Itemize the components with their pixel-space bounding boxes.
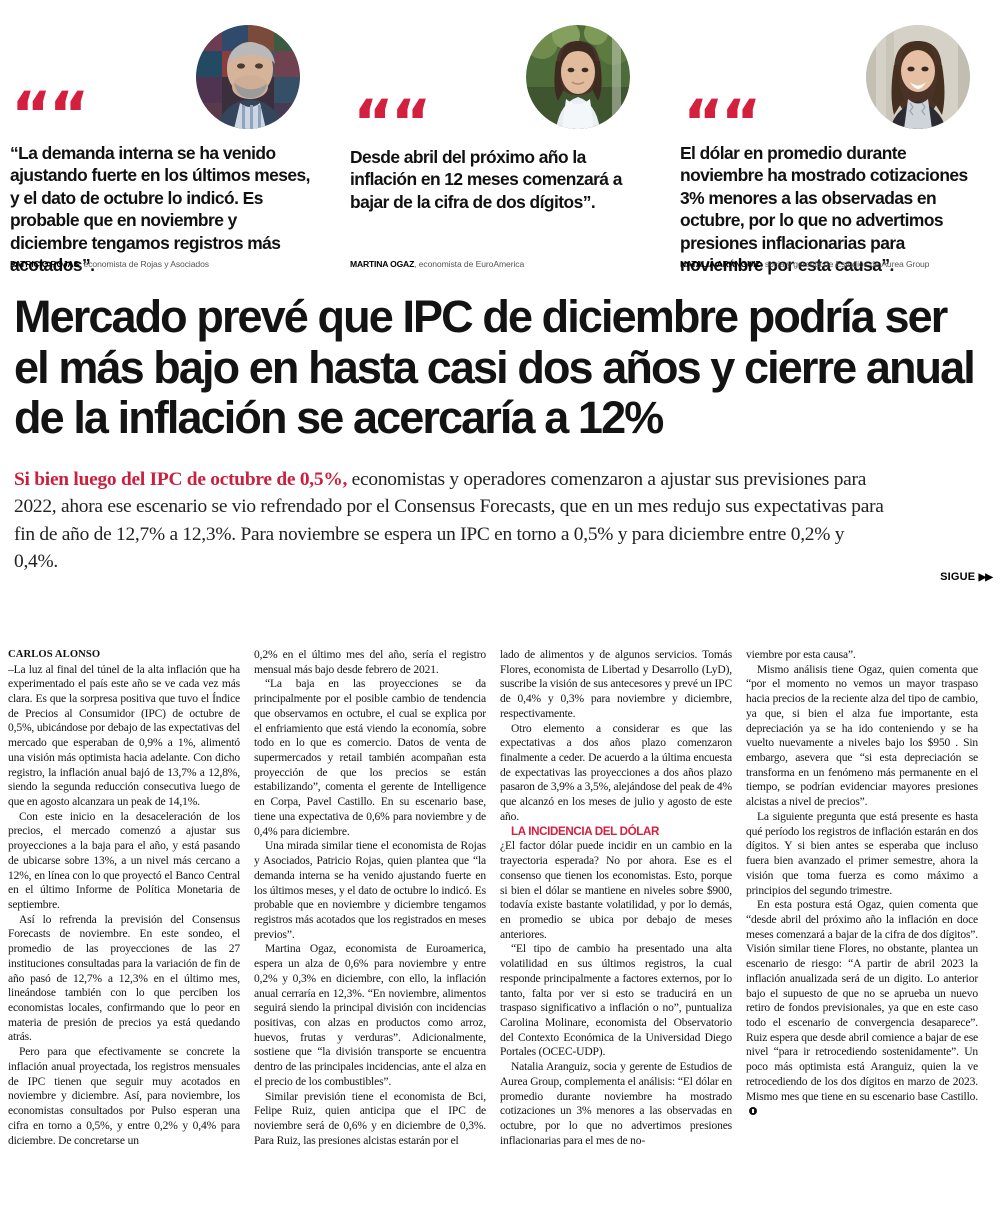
byline: CARLOS ALONSO — [8, 649, 101, 660]
continues-marker: SIGUE ▶▶ — [940, 571, 993, 584]
quote-attribution: PATRICIO ROJAS, economista de Rojas y As… — [10, 259, 209, 269]
quote-open-icon: ““ — [683, 86, 761, 159]
quote-attribution: NATALIA ARÁNGUIZ, socia y gerenta de Est… — [680, 259, 929, 269]
attribution-role: , economista de EuroAmerica — [414, 259, 525, 269]
end-mark-icon — [749, 1107, 757, 1116]
paragraph: Mismo análisis tiene Ogaz, quien comenta… — [746, 663, 978, 809]
paragraph: Otro elemento a considerar es que las ex… — [500, 722, 732, 823]
quote-text: “La demanda interna se ha venido ajustan… — [10, 143, 311, 276]
paragraph: “La baja en las proyecciones se da princ… — [254, 678, 486, 838]
paragraph: viembre por esta causa”. — [746, 649, 856, 661]
quote-open-icon: ““ — [11, 78, 89, 151]
portrait-patricio-rojas — [196, 25, 300, 129]
paragraph: Natalia Aranguiz, socia y gerente de Est… — [500, 1061, 732, 1147]
lead-paragraph: Si bien luego del IPC de octubre de 0,5%… — [14, 466, 884, 575]
attribution-name: NATALIA ARÁNGUIZ — [680, 259, 761, 269]
quote-block-patricio-rojas: ““ “La demanda interna se ha venido ajus… — [0, 0, 340, 292]
paragraph: ¿El factor dólar puede incidir en un cam… — [500, 840, 732, 941]
portrait-martina-ogaz — [526, 25, 630, 129]
paragraph: “El tipo de cambio ha presentado una alt… — [500, 943, 732, 1059]
paragraph: Martina Ogaz, economista de Euroamerica,… — [254, 943, 486, 1088]
paragraph: lado de alimentos y de algunos servicios… — [500, 649, 732, 720]
double-arrow-right-icon: ▶▶ — [978, 572, 993, 584]
paragraph: Con este inicio en la desaceleración de … — [8, 810, 240, 912]
paragraph-final: En esta postura está Ogaz, quien comenta… — [746, 898, 978, 1119]
quote-strip: ““ “La demanda interna se ha venido ajus… — [0, 0, 1000, 292]
quote-attribution: MARTINA OGAZ, economista de EuroAmerica — [350, 259, 524, 269]
attribution-name: PATRICIO ROJAS — [10, 259, 79, 269]
page-title: Mercado prevé que IPC de diciembre podrí… — [14, 291, 976, 444]
section-subheading-dolar: LA INCIDENCIA DEL DÓLAR — [511, 824, 660, 838]
lead-strong: Si bien luego del IPC de octubre de 0,5%… — [14, 468, 348, 490]
quote-block-martina-ogaz: ““ Desde abril del próximo año la inflac… — [340, 0, 670, 292]
portrait-natalia-aranguiz — [866, 25, 970, 129]
paragraph: Así lo refrenda la previsión del Consens… — [8, 913, 240, 1044]
article-column-3: lado de alimentos y de algunos servicios… — [500, 648, 746, 1226]
paragraph: 0,2% en el último mes del año, sería el … — [254, 649, 486, 676]
article-column-4: viembre por esta causa”. Mismo análisis … — [746, 648, 992, 1226]
article-column-2: 0,2% en el último mes del año, sería el … — [254, 648, 500, 1226]
continues-label: SIGUE — [940, 571, 976, 584]
quote-open-icon: ““ — [353, 86, 431, 159]
attribution-role: , socia y gerenta de Estudios de Aurea G… — [760, 259, 930, 269]
attribution-name: MARTINA OGAZ — [350, 259, 415, 269]
attribution-role: , economista de Rojas y Asociados — [78, 259, 209, 269]
paragraph: Una mirada similar tiene el economista d… — [254, 840, 486, 941]
paragraph: Pero para que efectivamente se concrete … — [8, 1046, 240, 1147]
article-column-1: CARLOS ALONSO –La luz al final del túnel… — [8, 648, 254, 1226]
quote-text: El dólar en promedio durante noviembre h… — [680, 143, 968, 276]
paragraph-text: En esta postura está Ogaz, quien comenta… — [746, 899, 978, 1103]
lead-wrapper: Si bien luego del IPC de octubre de 0,5%… — [0, 444, 1000, 583]
quote-text: Desde abril del próximo año la inflación… — [350, 147, 622, 212]
lead-rest: economistas y operadores comenzaron a aj… — [14, 468, 884, 572]
quote-block-natalia-aranguiz: ““ El dólar en promedio durante noviembr… — [670, 0, 1000, 292]
paragraph: Similar previsión tiene el economista de… — [254, 1090, 486, 1147]
paragraph: –La luz al final del túnel de la alta in… — [8, 663, 240, 808]
article-body: CARLOS ALONSO –La luz al final del túnel… — [0, 648, 1000, 1226]
paragraph: La siguiente pregunta que está presente … — [746, 810, 978, 897]
